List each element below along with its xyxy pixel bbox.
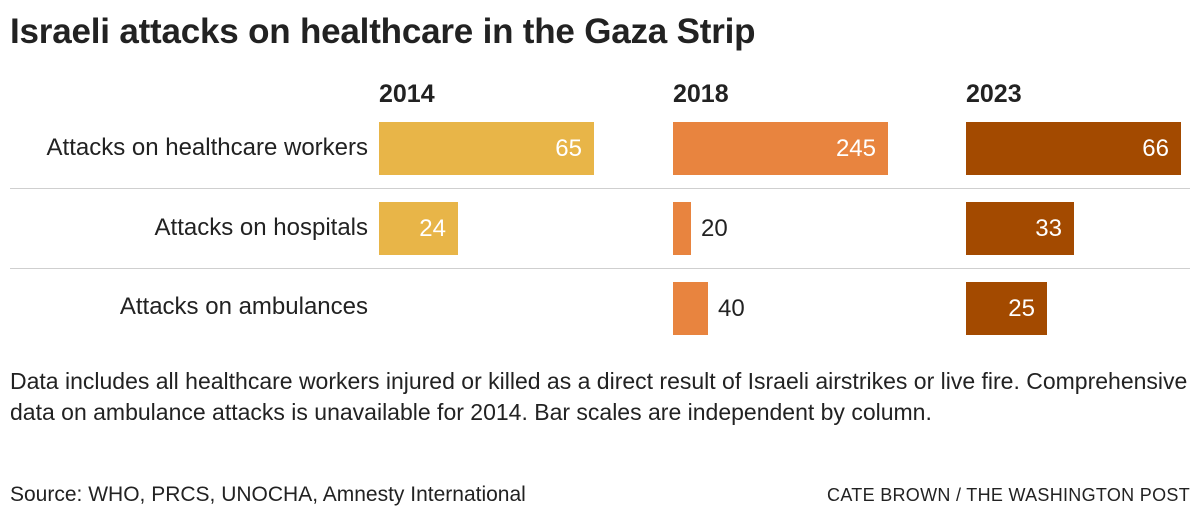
data-label-2014-row2: 24 bbox=[419, 215, 446, 242]
row-label-3: Attacks on ambulances bbox=[119, 293, 368, 320]
bar-2014-row2 bbox=[379, 202, 458, 255]
data-label-2018-row1: 245 bbox=[835, 135, 876, 162]
data-label-2023-row2: 33 bbox=[1035, 215, 1062, 242]
row-label-2: Attacks on hospitals bbox=[154, 214, 368, 241]
bar-2014-row1 bbox=[379, 122, 594, 175]
data-label-2018-row3: 40 bbox=[718, 295, 745, 322]
bar-2018-row1 bbox=[673, 122, 888, 175]
bar-2023-row2 bbox=[966, 202, 1074, 255]
row-divider bbox=[10, 268, 1190, 269]
year-header-2023: 2023 bbox=[966, 80, 1022, 108]
data-label-2014-row1: 65 bbox=[555, 135, 582, 162]
row-divider bbox=[10, 188, 1190, 189]
data-label-2018-row2: 20 bbox=[701, 215, 728, 242]
data-label-2023-row1: 66 bbox=[1142, 135, 1169, 162]
bar-2018-row3 bbox=[673, 282, 708, 335]
chart-title: Israeli attacks on healthcare in the Gaz… bbox=[10, 12, 756, 51]
bar-2023-row3 bbox=[966, 282, 1047, 335]
row-label-1: Attacks on healthcare workers bbox=[46, 134, 368, 161]
year-header-2014: 2014 bbox=[379, 80, 435, 108]
bar-2018-row2 bbox=[673, 202, 691, 255]
chart-note: Data includes all healthcare workers inj… bbox=[10, 368, 1188, 425]
data-label-2023-row3: 25 bbox=[1008, 295, 1035, 322]
bar-2023-row1 bbox=[966, 122, 1181, 175]
year-header-2018: 2018 bbox=[673, 80, 729, 108]
credit-text: CATE BROWN / THE WASHINGTON POST bbox=[827, 485, 1190, 505]
source-text: Source: WHO, PRCS, UNOCHA, Amnesty Inter… bbox=[10, 483, 526, 506]
